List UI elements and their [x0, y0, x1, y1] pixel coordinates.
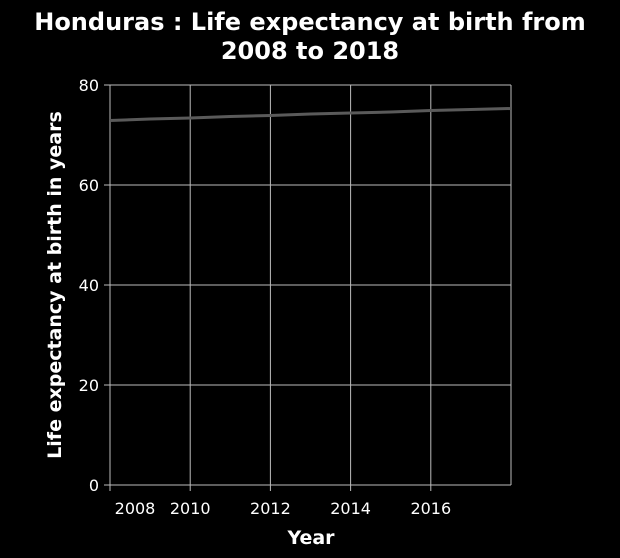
x-tick-label-2008: 2008 — [115, 499, 156, 518]
x-axis-title: Year — [286, 527, 335, 549]
x-tick-label-2012: 2012 — [250, 499, 291, 518]
series-layer — [109, 107, 512, 122]
y-tick-label-40: 40 — [79, 276, 99, 295]
chart-title-line-2: 2008 to 2018 — [221, 37, 399, 65]
y-tick-label-80: 80 — [79, 76, 99, 95]
y-tick-label-20: 20 — [79, 376, 99, 395]
axes — [104, 84, 511, 491]
x-tick-label-2010: 2010 — [170, 499, 211, 518]
y-tick-label-60: 60 — [79, 176, 99, 195]
y-tick-label-0: 0 — [89, 476, 99, 495]
series-line-0 — [109, 107, 512, 122]
chart-title-line-1: Honduras : Life expectancy at birth from — [34, 8, 586, 36]
x-tick-label-2016: 2016 — [410, 499, 451, 518]
tick-labels: 0 20 40 60 80 2008 2010 2012 2014 2016 — [79, 76, 452, 518]
gridlines — [109, 84, 512, 486]
y-axis-title: Life expectancy at birth in years — [44, 111, 66, 459]
x-tick-label-2014: 2014 — [330, 499, 371, 518]
